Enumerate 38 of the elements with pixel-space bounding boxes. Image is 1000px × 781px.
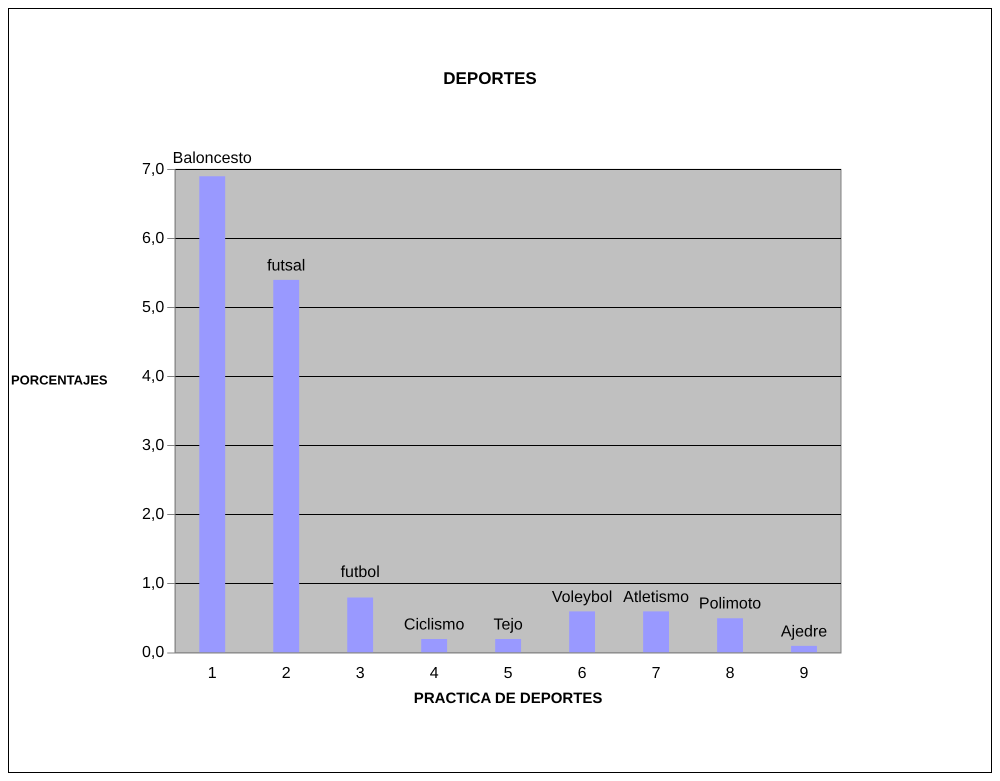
y-tick-label: 6,0 bbox=[142, 230, 164, 247]
annotation: Voleybol bbox=[552, 588, 612, 606]
x-tick-label: 2 bbox=[282, 664, 291, 682]
annotation: Ciclismo bbox=[404, 616, 464, 634]
chart-title: DEPORTES bbox=[443, 68, 537, 88]
x-tick-label: 7 bbox=[652, 664, 661, 682]
annotation: Atletismo bbox=[623, 588, 690, 606]
y-tick-label: 3,0 bbox=[142, 437, 164, 454]
annotation: futsal bbox=[267, 257, 306, 274]
annotation: Ajedre bbox=[780, 623, 828, 640]
x-tick-label: 8 bbox=[726, 664, 735, 682]
y-tick-label: 2,0 bbox=[142, 506, 164, 524]
bar bbox=[569, 611, 596, 652]
x-tick-label: 3 bbox=[356, 664, 365, 682]
x-tick-label: 9 bbox=[800, 664, 809, 682]
bar bbox=[717, 618, 743, 652]
annotation: Polimoto bbox=[698, 596, 762, 613]
annotation: futbol bbox=[340, 564, 380, 582]
y-tick-label: 5,0 bbox=[142, 298, 164, 316]
x-axis-title: PRACTICA DE DEPORTES bbox=[414, 690, 602, 708]
annotation: Tejo bbox=[493, 616, 523, 634]
y-tick-label: 4,0 bbox=[142, 368, 164, 385]
bar bbox=[199, 176, 226, 652]
y-axis-title: PORCENTAJES bbox=[11, 372, 108, 388]
bar bbox=[273, 280, 300, 652]
x-tick-label: 6 bbox=[578, 664, 587, 682]
y-tick-label: 0,0 bbox=[142, 644, 164, 662]
text: Baloncesto bbox=[172, 150, 252, 167]
bar bbox=[643, 611, 670, 652]
x-tick-label: 1 bbox=[208, 664, 217, 682]
y-tick-label: 1,0 bbox=[142, 575, 164, 592]
y-tick-label: 7,0 bbox=[142, 160, 164, 178]
bar bbox=[791, 646, 817, 652]
x-tick-label: 5 bbox=[504, 664, 513, 682]
bar bbox=[347, 598, 374, 652]
bar bbox=[421, 638, 448, 652]
bar bbox=[495, 638, 522, 652]
x-tick-label: 4 bbox=[430, 664, 439, 682]
